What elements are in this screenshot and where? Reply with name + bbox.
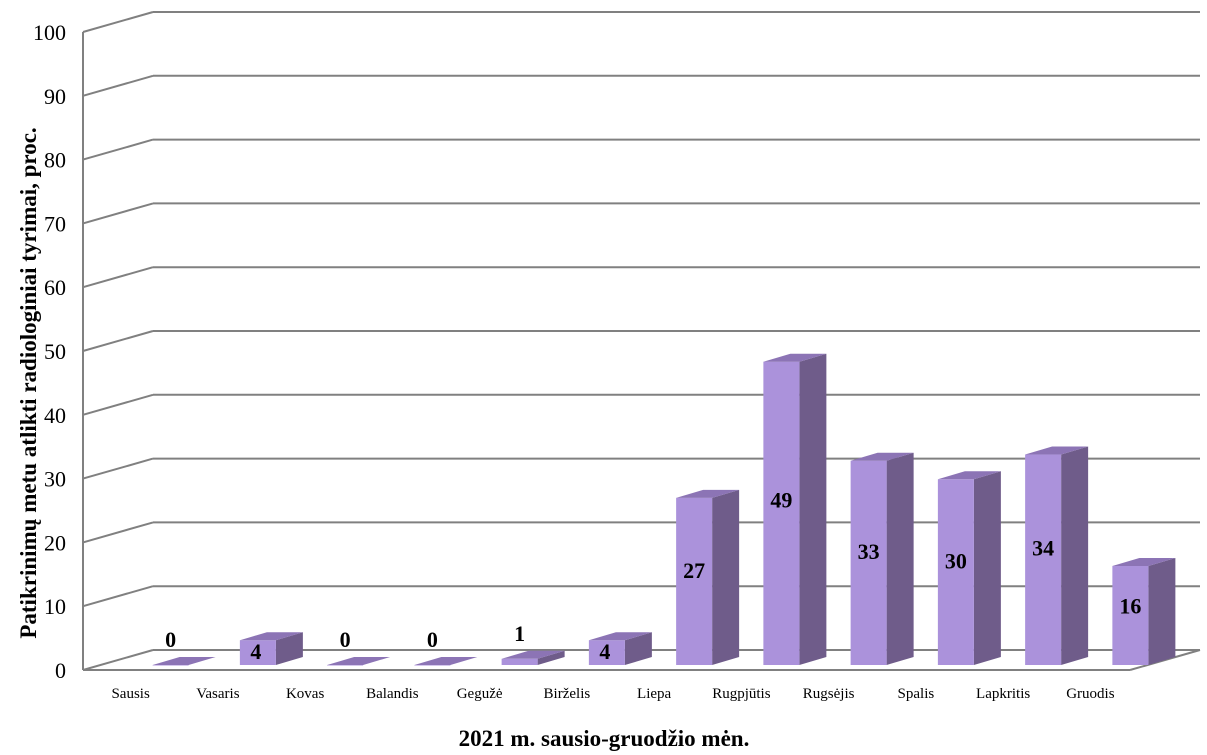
bar-front (676, 497, 713, 665)
bar-front (414, 665, 451, 666)
bar-top (588, 632, 652, 641)
bar (850, 452, 914, 665)
bar-top (501, 650, 565, 659)
bar (1025, 446, 1089, 665)
data-label: 0 (340, 627, 351, 652)
gridline (82, 330, 154, 352)
gridline (82, 649, 154, 671)
gridline (82, 138, 154, 161)
bar (763, 353, 827, 665)
bar (937, 471, 1001, 665)
bar-front (850, 460, 887, 665)
x-category-label: Gruodis (1066, 686, 1114, 702)
bar-front (239, 640, 276, 665)
x-category-label: Balandis (366, 686, 419, 702)
bar-top (152, 657, 216, 665)
bar-front (501, 658, 538, 665)
y-tick-label: 0 (55, 658, 66, 683)
data-label: 49 (770, 487, 792, 512)
data-labels: 0 4 0 0 1 4 27 49 33 30 34 16 (165, 487, 1141, 664)
x-category-label: Gegužė (457, 686, 503, 702)
gridline (82, 457, 154, 480)
bar-top (239, 632, 303, 641)
bar-front (327, 665, 364, 666)
bar (676, 489, 740, 665)
bar (1112, 557, 1176, 665)
gridline (82, 202, 154, 225)
y-tick-label: 50 (44, 339, 66, 364)
bar-front (1025, 454, 1062, 665)
gridline (82, 585, 154, 608)
data-label: 4 (250, 639, 261, 664)
bar (327, 657, 391, 666)
data-label: 34 (1032, 536, 1054, 561)
data-label: 0 (427, 627, 438, 652)
gridline (82, 393, 154, 416)
y-tick-label: 70 (44, 211, 66, 236)
data-label: 33 (858, 539, 880, 564)
x-category-label: Rugsėjis (803, 686, 855, 702)
bar-front (937, 479, 974, 665)
bar-top (1112, 557, 1176, 566)
y-tick-label: 80 (44, 148, 66, 173)
bar-front (588, 640, 625, 665)
y-tick-label: 30 (44, 467, 66, 492)
bar (414, 657, 478, 666)
y-tick-label: 60 (44, 275, 66, 300)
bar-side (886, 452, 914, 665)
bar (239, 632, 303, 665)
y-tick-label: 90 (44, 84, 66, 109)
x-axis-categories: Sausis Vasaris Kovas Balandis Gegužė Birželis… (111, 686, 1114, 702)
x-category-label: Rugpjūtis (712, 686, 771, 702)
y-tick-label: 20 (44, 530, 66, 555)
bar (152, 657, 216, 666)
bar-top (414, 657, 478, 665)
bar-front (152, 665, 189, 666)
x-category-label: Liepa (637, 686, 671, 702)
y-tick-label: 40 (44, 403, 66, 428)
bar-side (1148, 557, 1176, 665)
y-axis-ticks: 0 10 20 30 40 50 60 70 80 90 100 (33, 20, 66, 683)
bar-front (763, 361, 800, 665)
bar-top (763, 353, 827, 362)
x-category-label: Kovas (286, 686, 324, 702)
bar-side (624, 632, 652, 665)
x-category-label: Spalis (898, 686, 935, 702)
x-category-label: Vasaris (196, 686, 239, 702)
bar-side (799, 353, 827, 665)
bar-top (850, 452, 914, 461)
bar-side (275, 632, 303, 665)
gridline (82, 266, 154, 289)
x-category-label: Lapkritis (976, 686, 1030, 702)
y-axis-title: Patikrinimų metu atlikti radiologiniai t… (16, 127, 41, 638)
bar-front (1112, 565, 1149, 665)
bar-top (1025, 446, 1089, 455)
data-label: 4 (599, 639, 610, 664)
gridline (82, 74, 154, 97)
bars (152, 353, 1176, 666)
bar (588, 632, 652, 665)
y-tick-label: 10 (44, 594, 66, 619)
bar-side (537, 650, 565, 665)
bar-top (327, 657, 391, 665)
data-label: 0 (165, 627, 176, 652)
bar-side (712, 489, 740, 665)
x-category-label: Sausis (111, 686, 150, 702)
bar-top (937, 471, 1001, 480)
gridline (82, 521, 154, 544)
bar-top (676, 489, 740, 498)
bar-side (1061, 446, 1089, 665)
bar-side (973, 471, 1001, 665)
data-label: 30 (945, 548, 967, 573)
x-category-label: Birželis (544, 686, 591, 702)
data-label: 16 (1119, 593, 1141, 618)
x-axis-title: 2021 m. sausio-gruodžio mėn. (459, 726, 750, 751)
bar (501, 650, 565, 665)
y-tick-label: 100 (33, 20, 66, 45)
data-label: 27 (683, 558, 705, 583)
gridline (82, 11, 154, 33)
data-label: 1 (514, 621, 525, 646)
